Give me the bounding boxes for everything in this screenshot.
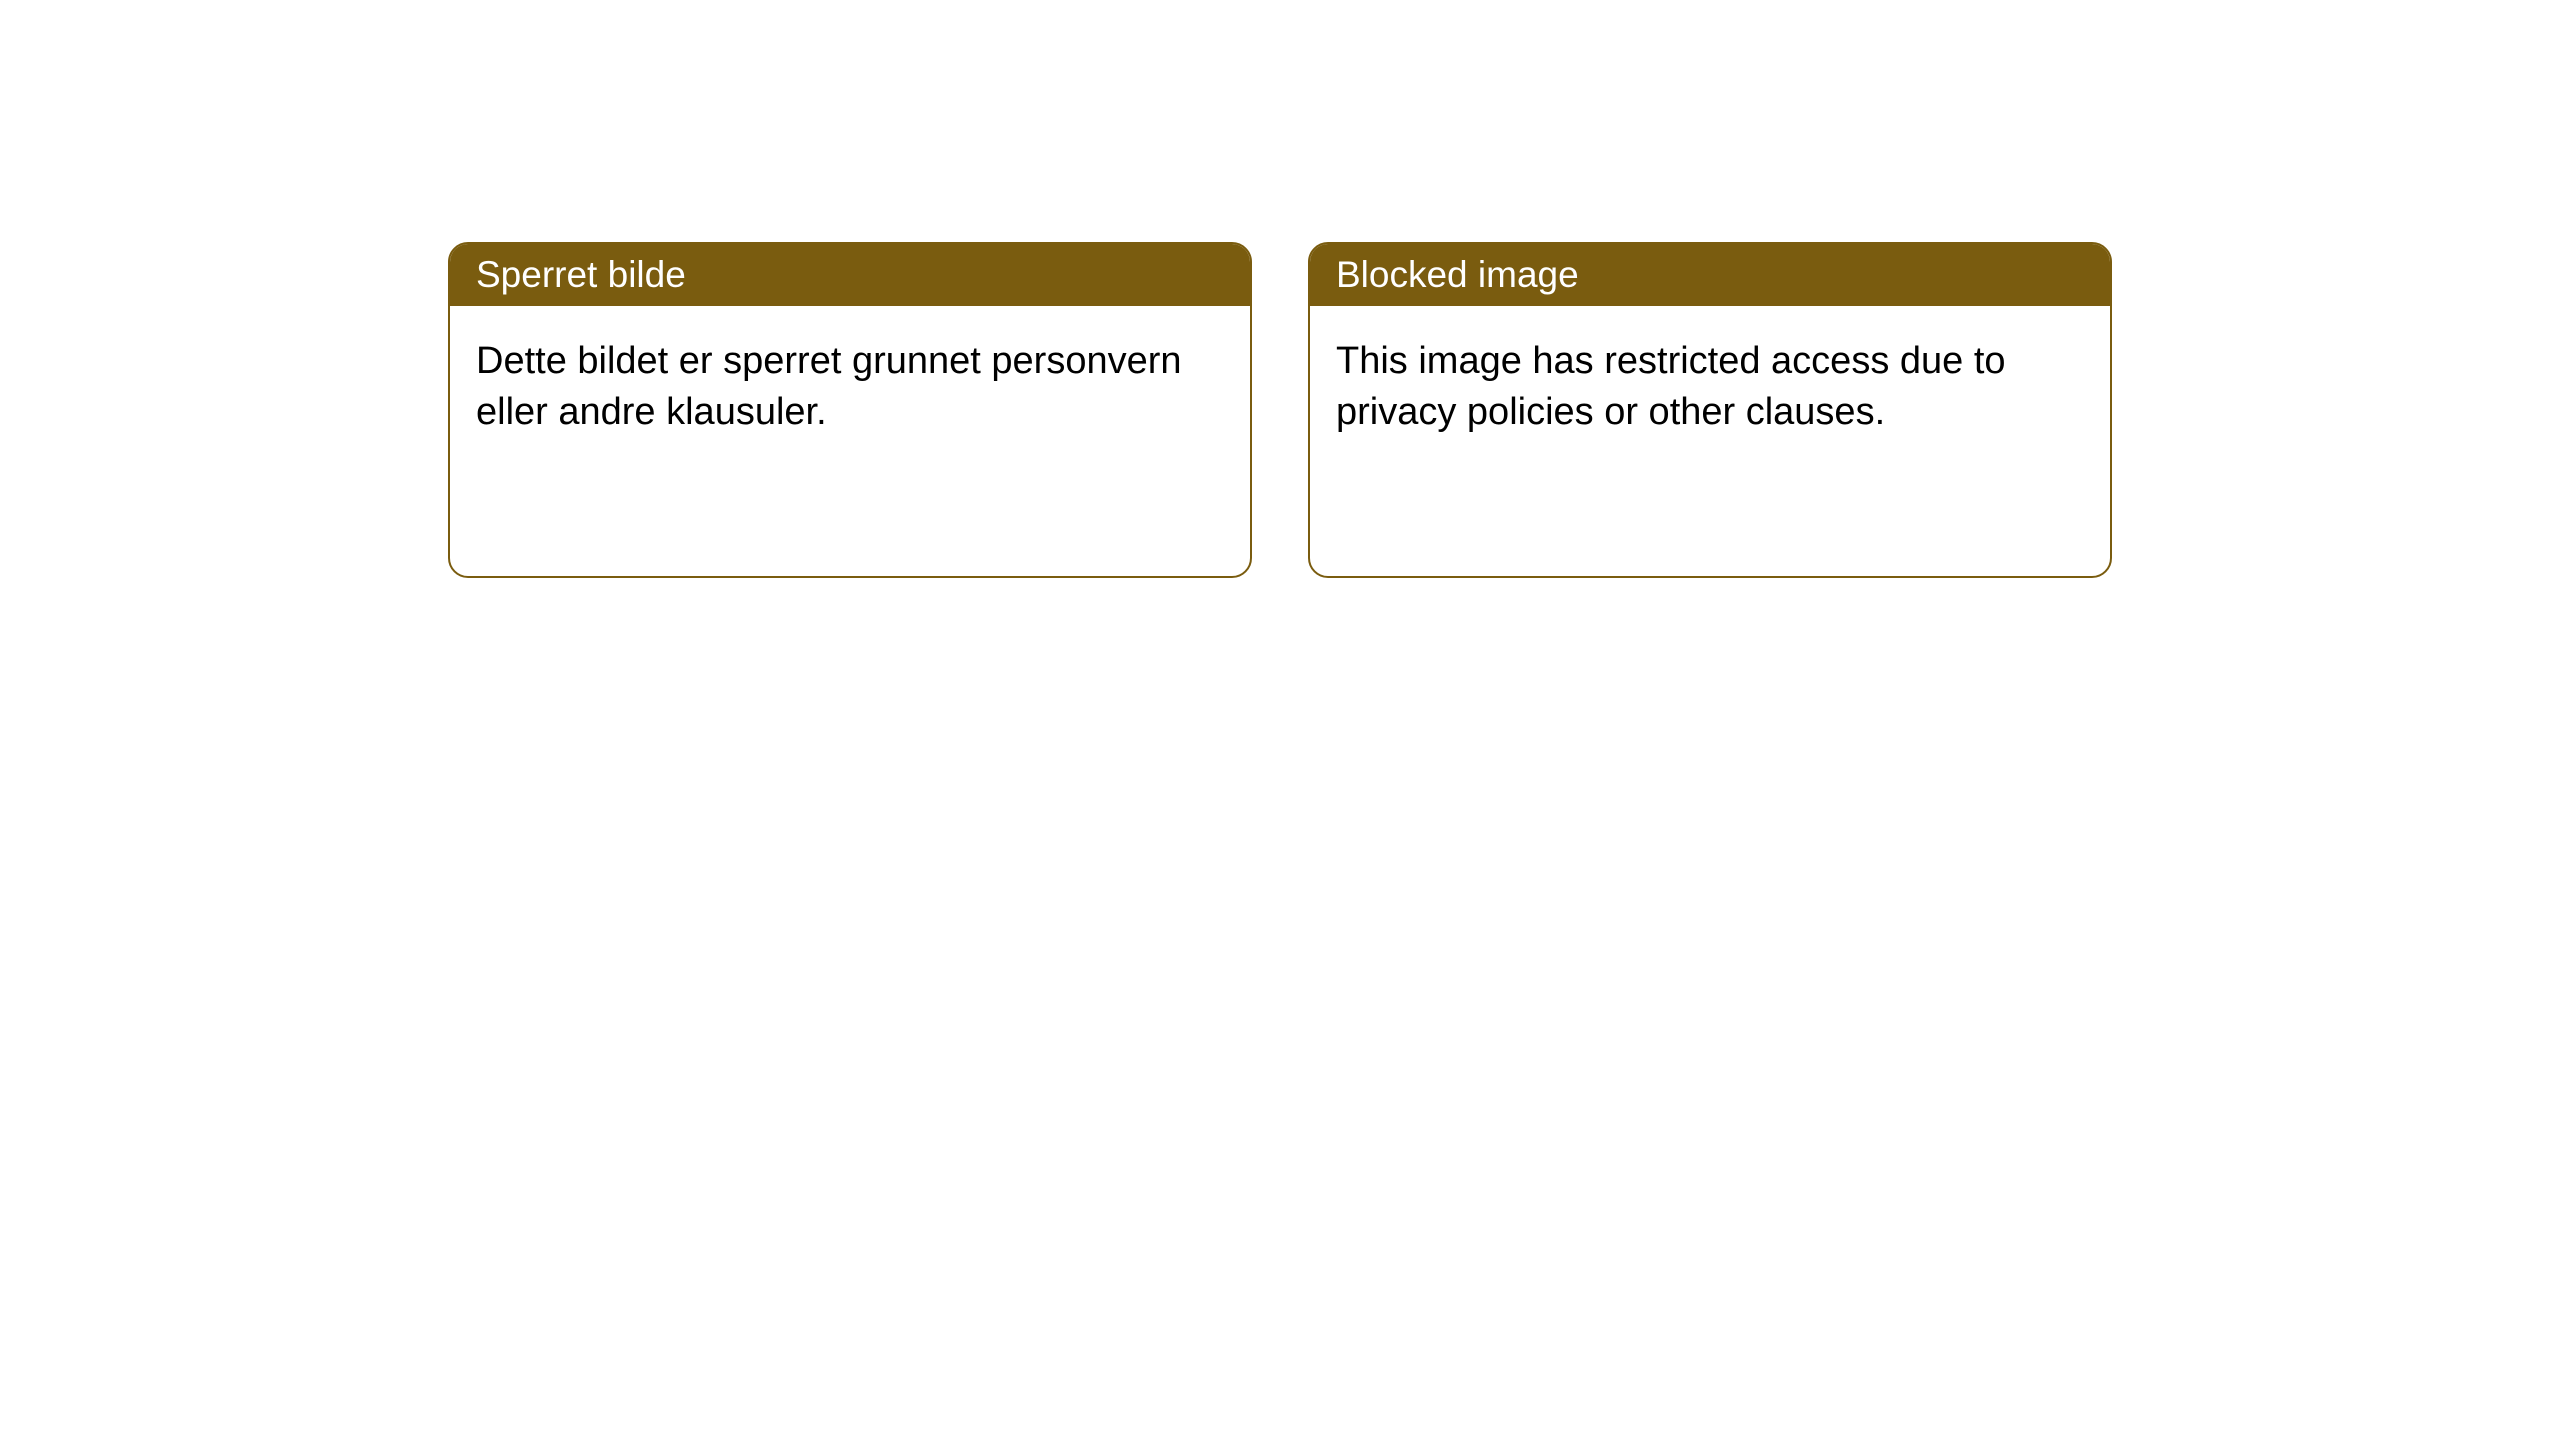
card-header-en: Blocked image: [1310, 244, 2110, 306]
card-title-en: Blocked image: [1336, 254, 1579, 295]
blocked-image-card-no: Sperret bilde Dette bildet er sperret gr…: [448, 242, 1252, 578]
notice-container: Sperret bilde Dette bildet er sperret gr…: [0, 0, 2560, 578]
card-message-en: This image has restricted access due to …: [1336, 340, 2006, 433]
card-title-no: Sperret bilde: [476, 254, 686, 295]
blocked-image-card-en: Blocked image This image has restricted …: [1308, 242, 2112, 578]
card-message-no: Dette bildet er sperret grunnet personve…: [476, 340, 1182, 433]
card-body-no: Dette bildet er sperret grunnet personve…: [450, 306, 1250, 469]
card-body-en: This image has restricted access due to …: [1310, 306, 2110, 469]
card-header-no: Sperret bilde: [450, 244, 1250, 306]
